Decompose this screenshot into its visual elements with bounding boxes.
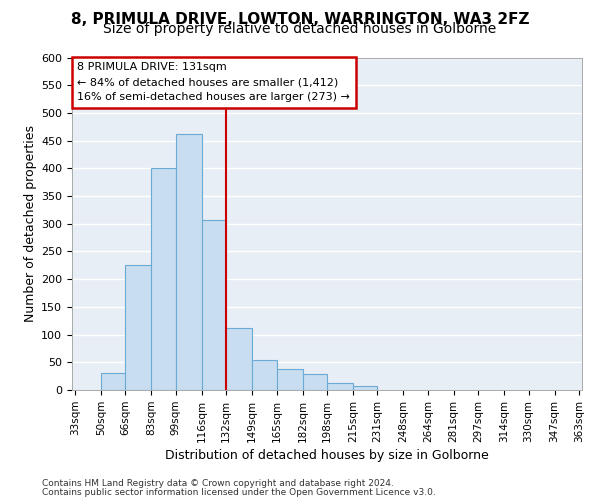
- Text: Contains public sector information licensed under the Open Government Licence v3: Contains public sector information licen…: [42, 488, 436, 497]
- Text: Size of property relative to detached houses in Golborne: Size of property relative to detached ho…: [103, 22, 497, 36]
- X-axis label: Distribution of detached houses by size in Golborne: Distribution of detached houses by size …: [165, 449, 489, 462]
- Y-axis label: Number of detached properties: Number of detached properties: [24, 125, 37, 322]
- Bar: [202, 220, 226, 390]
- Bar: [151, 168, 176, 390]
- Bar: [353, 386, 377, 390]
- Bar: [125, 266, 151, 390]
- Bar: [226, 328, 252, 390]
- Text: 8 PRIMULA DRIVE: 131sqm
← 84% of detached houses are smaller (1,412)
16% of semi: 8 PRIMULA DRIVE: 131sqm ← 84% of detache…: [77, 62, 350, 102]
- Bar: [176, 134, 202, 390]
- Bar: [277, 370, 302, 390]
- Bar: [302, 374, 327, 390]
- Bar: [101, 374, 125, 390]
- Bar: [327, 383, 353, 390]
- Bar: [252, 360, 277, 390]
- Text: 8, PRIMULA DRIVE, LOWTON, WARRINGTON, WA3 2FZ: 8, PRIMULA DRIVE, LOWTON, WARRINGTON, WA…: [71, 12, 529, 28]
- Text: Contains HM Land Registry data © Crown copyright and database right 2024.: Contains HM Land Registry data © Crown c…: [42, 479, 394, 488]
